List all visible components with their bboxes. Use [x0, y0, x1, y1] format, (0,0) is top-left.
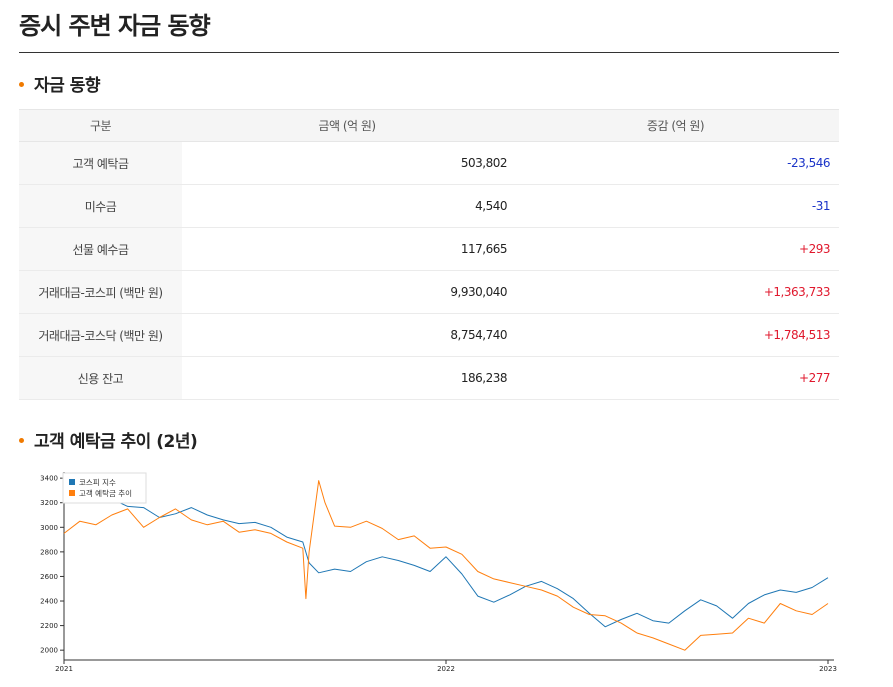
row-label: 거래대금-코스닥 (백만 원) — [19, 313, 182, 357]
kospi-index-line — [63, 493, 829, 628]
legend-label-deposit: 고객 예탁금 추이 — [79, 488, 132, 498]
row-label: 고객 예탁금 — [19, 141, 182, 185]
x-tick-label: 2023 — [819, 665, 837, 673]
y-tick-label: 2800 — [40, 548, 58, 556]
y-tick-label: 3000 — [40, 524, 58, 532]
section-title: 자금 동향 — [34, 76, 100, 96]
table-row: 신용 잔고 186,238 +277 — [19, 356, 839, 400]
row-amount: 186,238 — [182, 356, 512, 400]
row-change: +1,784,513 — [512, 313, 839, 357]
table-row: 미수금 4,540 -31 — [19, 184, 839, 228]
x-tick-label: 2021 — [55, 665, 73, 673]
table-body: 고객 예탁금 503,802 -23,546 미수금 4,540 -31 선물 예수금 117… — [19, 141, 839, 400]
row-amount: 4,540 — [182, 184, 512, 228]
table-row: 거래대금-코스닥 (백만 원) 8,754,740 +1,784,513 — [19, 313, 839, 357]
fund-flow-table: 구분 금액 (억 원) 증감 (억 원) 고객 예탁금 503,802 -23,54… — [19, 109, 839, 400]
table-header-row: 구분 금액 (억 원) 증감 (억 원) — [19, 109, 839, 142]
row-label: 거래대금-코스피 (백만 원) — [19, 270, 182, 314]
row-change: +277 — [512, 356, 839, 400]
column-header-amount: 금액 (억 원) — [182, 109, 512, 142]
y-tick-label: 2400 — [40, 598, 58, 606]
page-title: 증시 주변 자금 동향 — [19, 12, 211, 40]
bullet-icon — [19, 81, 24, 87]
row-change: -31 — [512, 184, 839, 228]
row-label: 선물 예수금 — [19, 227, 182, 271]
row-label: 미수금 — [19, 184, 182, 228]
section-title: 고객 예탁금 추이 (2년) — [34, 432, 198, 452]
legend-swatch-deposit — [69, 490, 75, 496]
deposit-trend-chart: 2000 2200 2400 2600 2800 3000 3200 3400 2021 2022… — [40, 472, 837, 673]
row-change: -23,546 — [512, 141, 839, 185]
section-heading-deposit-trend: 고객 예탁금 추이 (2년) — [19, 427, 198, 452]
customer-deposit-line — [63, 480, 829, 651]
row-amount: 117,665 — [182, 227, 512, 271]
section-heading-fund-flow: 자금 동향 — [19, 71, 100, 96]
y-tick-label: 3200 — [40, 499, 58, 507]
column-header-category: 구분 — [19, 109, 182, 142]
title-divider — [19, 52, 839, 53]
chart-legend: 코스피 지수 고객 예탁금 추이 — [62, 472, 147, 504]
legend-swatch-kospi — [69, 479, 75, 485]
y-tick-label: 2000 — [40, 647, 58, 655]
column-header-change: 증감 (억 원) — [512, 109, 839, 142]
table-row: 거래대금-코스피 (백만 원) 9,930,040 +1,363,733 — [19, 270, 839, 314]
chart-series — [63, 480, 829, 651]
y-tick-label: 2200 — [40, 622, 58, 630]
row-label: 신용 잔고 — [19, 356, 182, 400]
table-row: 선물 예수금 117,665 +293 — [19, 227, 839, 271]
row-amount: 8,754,740 — [182, 313, 512, 357]
row-change: +1,363,733 — [512, 270, 839, 314]
row-amount: 503,802 — [182, 141, 512, 185]
chart-axes: 2000 2200 2400 2600 2800 3000 3200 3400 2021 2022… — [40, 472, 837, 673]
legend-label-kospi: 코스피 지수 — [79, 478, 116, 487]
row-change: +293 — [512, 227, 839, 271]
x-tick-label: 2022 — [437, 665, 455, 673]
bullet-icon — [19, 437, 24, 443]
table-row: 고객 예탁금 503,802 -23,546 — [19, 141, 839, 185]
y-tick-label: 3400 — [40, 475, 58, 483]
legend-box — [62, 472, 147, 504]
row-amount: 9,930,040 — [182, 270, 512, 314]
y-tick-label: 2600 — [40, 573, 58, 581]
